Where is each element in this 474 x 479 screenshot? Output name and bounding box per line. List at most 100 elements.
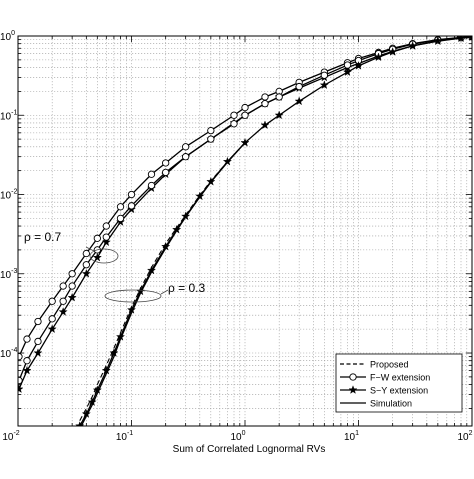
circle-marker bbox=[34, 337, 42, 346]
x-tick-exponent: 0 bbox=[242, 430, 246, 437]
annotation-leader-rho-07 bbox=[85, 246, 95, 252]
y-tick-base: 10 bbox=[0, 270, 12, 281]
star-marker bbox=[373, 52, 384, 62]
star-marker bbox=[408, 41, 418, 50]
star-marker bbox=[294, 96, 304, 106]
star-marker bbox=[433, 36, 443, 45]
circle-marker bbox=[116, 203, 125, 211]
series-line bbox=[80, 142, 246, 426]
annotation-rho-07: ρ = 0.7 bbox=[24, 230, 62, 244]
y-tick-exponent: -3 bbox=[11, 268, 17, 275]
circle-marker bbox=[68, 270, 76, 278]
y-tick-exponent: -1 bbox=[11, 109, 17, 116]
circle-marker bbox=[48, 297, 56, 305]
star-marker bbox=[260, 120, 270, 130]
circle-marker bbox=[147, 170, 156, 178]
y-tick-label: 10-1 bbox=[0, 109, 17, 122]
circle-marker bbox=[102, 233, 110, 241]
y-tick-label: 10-4 bbox=[0, 347, 17, 360]
circle-marker bbox=[207, 135, 215, 143]
x-tick-base: 10 bbox=[344, 432, 356, 443]
y-tick-exponent: 0 bbox=[11, 30, 15, 37]
x-tick-base: 10 bbox=[2, 432, 14, 443]
circle-marker bbox=[162, 159, 170, 167]
circle-marker bbox=[59, 282, 67, 290]
circle-marker bbox=[261, 100, 269, 108]
circle-marker bbox=[349, 373, 357, 381]
star-marker bbox=[92, 252, 102, 262]
star-marker bbox=[109, 348, 119, 357]
legend-label: Proposed bbox=[370, 360, 409, 370]
star-marker bbox=[353, 61, 364, 70]
series-line bbox=[79, 142, 246, 421]
circle-marker bbox=[48, 315, 56, 323]
circle-marker bbox=[93, 234, 101, 242]
annotations: ρ = 0.7 ρ = 0.3 bbox=[24, 230, 206, 303]
x-tick-label: 100 bbox=[230, 430, 245, 443]
star-marker bbox=[388, 47, 398, 56]
legend-label: S−Y extension bbox=[370, 386, 428, 396]
x-tick-exponent: 2 bbox=[469, 430, 473, 437]
x-tick-exponent: -1 bbox=[127, 430, 133, 437]
series-5 bbox=[80, 142, 246, 426]
star-marker bbox=[468, 36, 472, 41]
circle-marker bbox=[116, 214, 125, 223]
star-marker bbox=[274, 110, 284, 120]
circle-marker bbox=[34, 317, 42, 326]
legend-entry-2: S−Y extension bbox=[340, 385, 428, 396]
x-tick-base: 10 bbox=[457, 432, 469, 443]
axes-frame bbox=[17, 35, 473, 427]
circle-marker bbox=[162, 168, 170, 177]
y-tick-base: 10 bbox=[0, 32, 12, 43]
circle-marker bbox=[23, 357, 31, 365]
star-marker bbox=[67, 292, 77, 302]
annotation-ellipse-rho-03 bbox=[104, 289, 162, 303]
annotation-leader-rho-03 bbox=[160, 289, 169, 295]
circle-marker bbox=[182, 153, 190, 161]
star-marker bbox=[240, 137, 250, 147]
x-tick-label: 10-1 bbox=[116, 430, 133, 443]
x-tick-exponent: -2 bbox=[13, 430, 19, 437]
circle-marker bbox=[320, 71, 328, 79]
series-0 bbox=[18, 36, 472, 361]
x-tick-label: 102 bbox=[457, 430, 472, 443]
y-tick-exponent: -2 bbox=[11, 189, 17, 196]
circle-marker bbox=[82, 249, 90, 258]
circle-marker bbox=[147, 181, 156, 190]
star-marker bbox=[456, 36, 466, 43]
circle-marker bbox=[343, 61, 352, 69]
circle-marker bbox=[295, 82, 303, 91]
y-tick-exponent: -4 bbox=[11, 347, 17, 354]
circle-marker bbox=[18, 376, 23, 385]
star-marker bbox=[348, 385, 358, 394]
star-marker bbox=[81, 268, 91, 278]
circle-marker bbox=[127, 202, 136, 210]
circle-marker bbox=[82, 261, 90, 269]
star-marker bbox=[47, 324, 57, 334]
y-tick-label: 100 bbox=[0, 30, 15, 43]
star-marker bbox=[33, 348, 43, 357]
legend-label: F−W extension bbox=[370, 373, 430, 383]
circle-marker bbox=[18, 352, 23, 361]
y-tick-label: 10-3 bbox=[0, 268, 17, 281]
x-tick-base: 10 bbox=[230, 432, 242, 443]
legend: Proposed F−W extension S−Y extension Simula… bbox=[335, 353, 463, 413]
circle-marker bbox=[275, 93, 283, 101]
star-marker bbox=[342, 67, 353, 77]
series-4 bbox=[79, 142, 246, 421]
x-tick-label: 101 bbox=[344, 430, 359, 443]
x-tick-exponent: 1 bbox=[355, 430, 359, 437]
circle-marker bbox=[230, 111, 238, 119]
circle-marker bbox=[102, 222, 110, 230]
x-tick-label: 10-2 bbox=[2, 430, 19, 443]
circle-marker bbox=[59, 297, 67, 305]
legend-entry-0: Proposed bbox=[340, 360, 409, 370]
star-marker bbox=[18, 384, 24, 394]
circle-marker bbox=[127, 190, 136, 199]
circle-marker bbox=[68, 282, 76, 290]
circle-marker bbox=[207, 126, 215, 135]
circle-marker bbox=[182, 143, 190, 151]
y-tick-label: 10-2 bbox=[0, 189, 17, 202]
circle-marker bbox=[241, 111, 249, 119]
